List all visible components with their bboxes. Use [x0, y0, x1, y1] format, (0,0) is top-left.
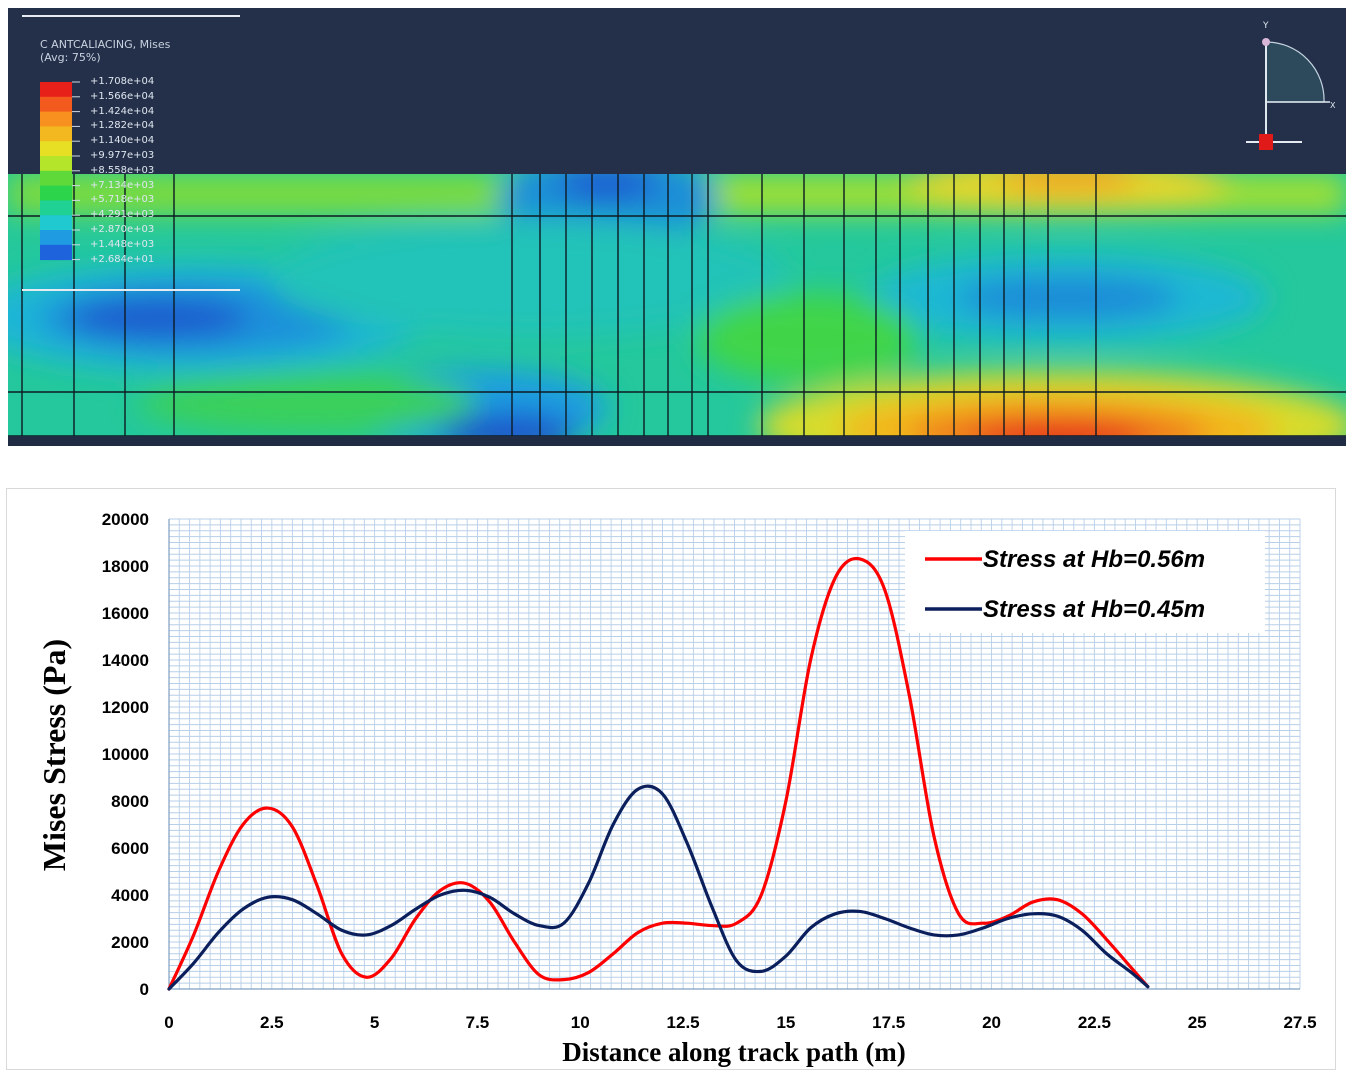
x-axis-label: Distance along track path (m): [562, 1037, 905, 1067]
bottom-edge: [8, 436, 1346, 446]
legend-value-label: +9.977e+03: [90, 150, 155, 161]
legend-value-label: +1.708e+04: [90, 76, 155, 87]
x-tick-label: 12.5: [667, 1013, 700, 1032]
x-tick-label: 10: [571, 1013, 590, 1032]
y-tick-label: 14000: [102, 651, 149, 670]
series-lines: [167, 556, 1150, 991]
legend-swatch: [40, 244, 72, 261]
y-tick-label: 2000: [111, 933, 149, 952]
x-tick-label: 20: [982, 1013, 1001, 1032]
legend-swatch: [40, 111, 72, 127]
legend-value-label: +1.140e+04: [90, 135, 155, 147]
legend-value-label: +1.424e+04: [90, 105, 155, 117]
legend-swatch: [40, 126, 72, 142]
legend-value-label: +1.448e+03: [90, 238, 155, 250]
x-tick-label: 15: [776, 1013, 795, 1032]
chart-axes: [168, 519, 1300, 990]
x-tick-label: 17.5: [872, 1013, 905, 1032]
legend-value-label: +2.870e+03: [90, 224, 155, 235]
stress-contour-field: [8, 174, 1346, 438]
y-tick-label: 6000: [111, 839, 149, 858]
legend-swatch: [40, 82, 72, 98]
triad-arc: [1265, 41, 1325, 103]
legend-swatch: [40, 185, 72, 201]
y-tick-label: 0: [140, 980, 149, 999]
legend-series-label: Stress at Hb=0.56m: [983, 546, 1205, 573]
y-tick-label: 16000: [102, 604, 149, 623]
legend-swatch: [40, 170, 72, 187]
legend-swatch: [40, 230, 72, 246]
legend-value-label: +5.718e+03: [90, 194, 155, 206]
legend-series-label: Stress at Hb=0.45m: [983, 596, 1205, 623]
x-tick-label: 27.5: [1283, 1013, 1316, 1032]
triad-x-label: X: [1330, 101, 1336, 110]
x-tick-label: 5: [370, 1013, 379, 1032]
triad-y-tip: [1262, 38, 1270, 46]
legend-value-label: +1.282e+04: [90, 120, 155, 132]
y-tick-labels: 0 2000 4000 6000 8000 10000 12000 14000 16000 180…: [102, 510, 149, 999]
legend-value-label: +1.566e+04: [90, 90, 155, 102]
x-tick-label: 2.5: [260, 1013, 284, 1032]
y-tick-label: 8000: [111, 792, 149, 811]
legend-value-label: +2.684e+01: [90, 253, 155, 265]
legend-title-line2: (Avg: 75%): [40, 51, 101, 64]
x-tick-label: 7.5: [466, 1013, 490, 1032]
legend-swatch: [40, 215, 72, 231]
x-tick-label: 0: [164, 1013, 173, 1032]
x-tick-label: 25: [1188, 1013, 1207, 1032]
legend-swatch: [40, 96, 72, 113]
fea-contour-plot: [8, 15, 1346, 446]
triad-y-label: Y: [1262, 21, 1269, 31]
legend-value-label: +8.558e+03: [90, 164, 155, 176]
legend-value-label: +4.291e+03: [90, 209, 155, 221]
contour-legend-swatches: [40, 81, 80, 261]
chart-legend: Stress at Hb=0.56m Stress at Hb=0.45m: [905, 531, 1265, 633]
coordinate-triad: Y X: [1246, 21, 1336, 150]
x-tick-label: 22.5: [1078, 1013, 1111, 1032]
triad-origin-marker: [1259, 134, 1273, 150]
chart-canvas: 0 2000 4000 6000 8000 10000 12000 14000 16000 180…: [36, 510, 1317, 1067]
legend-title: C ANTCALIACING, Mises (Avg: 75%): [40, 38, 170, 64]
fea-contour-panel: C ANTCALIACING, Mises (Avg: 75%) +1.708e…: [8, 8, 1346, 446]
y-axis-label: Mises Stress (Pa): [36, 639, 72, 871]
stress-line-chart: 0 2000 4000 6000 8000 10000 12000 14000 16000 180…: [6, 488, 1336, 1070]
series-line-hb-045: [167, 784, 1150, 991]
legend-box: [905, 531, 1265, 633]
y-tick-label: 4000: [111, 886, 149, 905]
series-line-hb-056: [167, 556, 1150, 991]
y-tick-label: 10000: [102, 745, 149, 764]
legend-title-line1: C ANTCALIACING, Mises: [40, 38, 171, 51]
legend-swatch: [40, 200, 72, 216]
y-tick-label: 20000: [102, 510, 149, 529]
legend-swatch: [40, 156, 72, 172]
y-tick-label: 18000: [102, 557, 149, 576]
y-tick-label: 12000: [102, 698, 149, 717]
x-tick-labels: 0 2.5 5 7.5 10 12.5 15 17.5 20 22.5 25 27.5: [164, 1013, 1316, 1032]
legend-swatch: [40, 141, 72, 157]
legend-value-label: +7.134e+03: [90, 179, 155, 191]
